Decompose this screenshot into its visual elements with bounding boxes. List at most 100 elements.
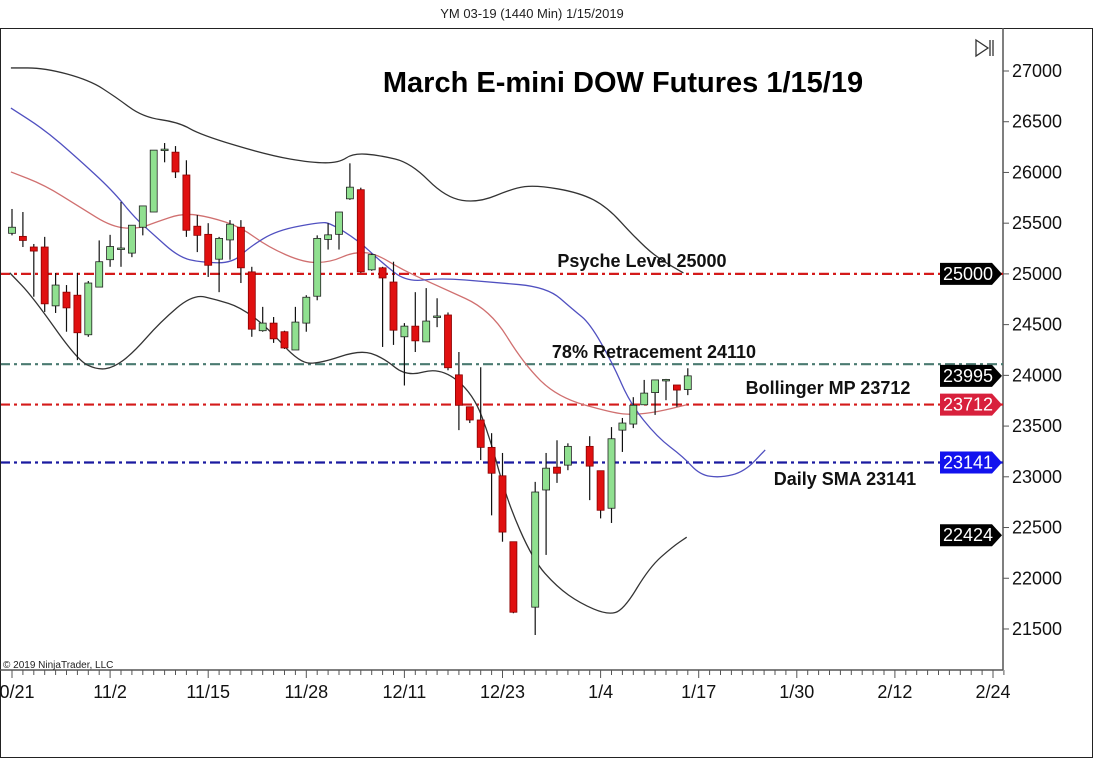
y-tick-label: 26000 <box>1012 162 1062 182</box>
candle-body <box>618 422 627 431</box>
upper-band-line <box>10 67 684 274</box>
y-tick-label: 26500 <box>1012 112 1062 132</box>
candle-body <box>84 282 93 336</box>
candle-body <box>291 321 300 351</box>
candle-body <box>640 392 649 406</box>
candle <box>291 306 300 351</box>
candle-body <box>651 379 659 393</box>
candle-body <box>73 294 82 334</box>
candle <box>629 397 638 429</box>
candle <box>596 470 605 519</box>
candle <box>640 379 649 406</box>
candle <box>367 253 376 271</box>
candle-body <box>18 235 27 241</box>
candle-body <box>138 205 147 228</box>
x-axis: 10/21 11/2 11/15 11/28 12/11 12/23 1/4 1/17 1/30… <box>0 670 1011 702</box>
candle <box>73 272 82 361</box>
candle-body <box>585 445 594 467</box>
candle <box>553 440 561 483</box>
candle <box>618 417 627 452</box>
candle <box>335 211 343 250</box>
x-tick-label: 2/24 <box>975 682 1010 702</box>
y-tick-label: 23500 <box>1012 416 1062 436</box>
candle-body <box>531 491 540 608</box>
candle <box>40 236 49 312</box>
candle <box>160 143 169 163</box>
y-tick-label: 25500 <box>1012 213 1062 233</box>
candle <box>127 224 136 258</box>
candle <box>662 378 670 401</box>
sma-line <box>10 107 766 478</box>
midline-line <box>10 171 687 415</box>
candle-body <box>160 148 169 152</box>
price-tag: 25000 <box>940 262 1002 285</box>
candle <box>280 330 289 349</box>
x-tick-label: 1/17 <box>681 682 716 702</box>
candle <box>106 234 114 267</box>
candle <box>422 288 431 343</box>
candle <box>683 368 692 396</box>
candle-body <box>509 541 518 613</box>
candle-body <box>117 247 125 250</box>
candle-body <box>498 475 507 533</box>
candle <box>51 272 60 313</box>
scroll-to-end-icon[interactable] <box>974 38 996 60</box>
price-tag-shape <box>940 524 1002 547</box>
candle <box>182 160 191 237</box>
candle-body <box>127 224 136 254</box>
price-tag-value: 23995 <box>943 366 993 386</box>
x-tick-label: 1/30 <box>779 682 814 702</box>
candle <box>389 261 398 345</box>
candle <box>433 298 442 328</box>
candle <box>509 541 518 614</box>
x-tick-label: 12/11 <box>383 682 427 702</box>
candle <box>18 212 27 248</box>
x-tick-label: 11/15 <box>186 682 230 702</box>
candle-body <box>422 320 431 343</box>
candle <box>236 220 245 284</box>
candle <box>607 427 616 523</box>
candle-body <box>335 211 343 235</box>
candle-body <box>226 223 234 241</box>
candle-body <box>106 246 114 261</box>
level-annotations: Psyche Level 25000 78% Retracement 24110 B… <box>552 251 916 489</box>
candle-body <box>356 189 365 273</box>
candles <box>8 143 692 636</box>
price-tag-shape <box>940 393 1002 416</box>
candle <box>29 243 38 297</box>
y-tick-label: 23000 <box>1012 467 1062 487</box>
chart-header: YM 03-19 (1440 Min) 1/15/2019 <box>440 6 624 21</box>
price-tag: 23141 <box>940 451 1002 474</box>
level-label: Daily SMA 23141 <box>774 469 916 489</box>
y-tick-label: 24500 <box>1012 315 1062 335</box>
candle-body <box>542 467 550 491</box>
candle <box>585 436 594 501</box>
candle <box>400 323 409 386</box>
y-tick-label: 21500 <box>1012 619 1062 639</box>
x-tick-label: 12/23 <box>480 682 525 702</box>
candle-body <box>236 226 245 269</box>
candle-body <box>564 445 572 466</box>
candle-body <box>433 315 442 318</box>
candle <box>465 406 474 424</box>
y-tick-label: 27000 <box>1012 61 1062 81</box>
candle <box>531 481 540 636</box>
indicator-lines <box>9 67 766 614</box>
candle-body <box>345 186 354 200</box>
y-axis: 27000 26500 26000 25500 25000 24500 24000 23500… <box>1003 61 1062 639</box>
candle-body <box>280 331 289 349</box>
candle <box>345 163 354 200</box>
level-label: 78% Retracement 24110 <box>552 342 756 362</box>
x-tick-label: 11/28 <box>284 682 328 702</box>
candle <box>444 312 452 371</box>
candle-body <box>269 322 278 340</box>
candle <box>476 367 485 461</box>
candle-body <box>62 291 71 309</box>
candle <box>204 223 213 277</box>
candle-body <box>487 446 496 474</box>
price-tag: 23712 <box>940 393 1002 416</box>
price-tags: 25000 23995 23712 23141 22424 <box>940 262 1002 547</box>
candle <box>651 379 659 415</box>
candle-body <box>465 406 474 421</box>
candle <box>95 240 104 288</box>
